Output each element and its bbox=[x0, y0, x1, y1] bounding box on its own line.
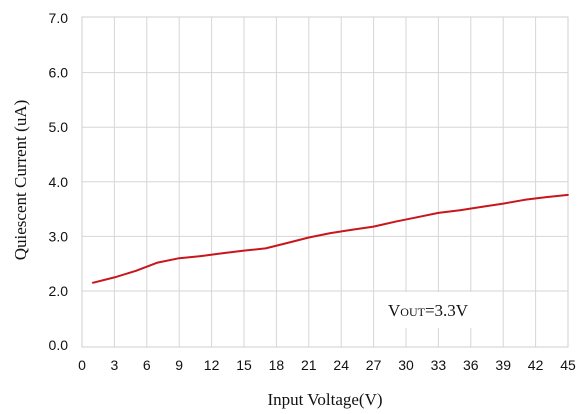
x-tick-label: 3 bbox=[111, 357, 119, 373]
data-point bbox=[502, 202, 505, 205]
x-tick-label: 18 bbox=[269, 357, 285, 373]
grid bbox=[82, 17, 568, 347]
data-point bbox=[307, 236, 310, 239]
y-tick-label: 2.0 bbox=[49, 283, 69, 299]
x-tick-label: 33 bbox=[431, 357, 447, 373]
annotation-text: VOUT=3.3V bbox=[388, 301, 469, 320]
data-point bbox=[199, 255, 202, 257]
data-point bbox=[459, 209, 461, 212]
x-tick-label: 12 bbox=[204, 357, 220, 373]
x-tick-labels: 0 3 6 9 12 15 18 21 24 27 30 33 36 39 42 45 bbox=[78, 357, 576, 373]
data-point bbox=[156, 261, 159, 264]
x-tick-label: 24 bbox=[333, 357, 349, 373]
data-point bbox=[437, 212, 440, 214]
y-tick-label: 6.0 bbox=[49, 65, 69, 81]
data-point bbox=[178, 257, 181, 260]
x-tick-label: 42 bbox=[528, 357, 544, 373]
y-axis-title: Quiescent Current (uA) bbox=[11, 100, 30, 261]
data-point bbox=[135, 269, 137, 272]
data-point bbox=[243, 249, 245, 252]
annotation-box: VOUT=3.3V bbox=[380, 292, 490, 328]
y-tick-label: 0.0 bbox=[49, 337, 69, 353]
data-point bbox=[286, 242, 289, 244]
y-tick-labels: 0.0 2.0 3.0 4.0 5.0 6.0 7.0 bbox=[49, 10, 69, 353]
data-point bbox=[480, 206, 483, 208]
x-tick-label: 9 bbox=[175, 357, 183, 373]
x-tick-label: 21 bbox=[301, 357, 317, 373]
data-point bbox=[221, 252, 224, 255]
x-tick-label: 30 bbox=[398, 357, 414, 373]
data-point bbox=[415, 216, 418, 219]
data-point bbox=[264, 247, 267, 250]
y-tick-label: 3.0 bbox=[49, 228, 69, 244]
x-tick-label: 15 bbox=[236, 357, 252, 373]
x-tick-label: 45 bbox=[560, 357, 576, 373]
data-point bbox=[329, 232, 332, 235]
data-point bbox=[567, 194, 569, 196]
data-point bbox=[523, 198, 526, 201]
x-tick-label: 27 bbox=[366, 357, 382, 373]
data-point bbox=[91, 281, 94, 284]
series-group bbox=[91, 193, 569, 284]
x-axis-title: Input Voltage(V) bbox=[267, 390, 382, 409]
data-point bbox=[394, 220, 397, 223]
x-tick-label: 36 bbox=[463, 357, 479, 373]
x-tick-label: 0 bbox=[78, 357, 86, 373]
y-tick-label: 7.0 bbox=[49, 10, 69, 26]
x-tick-label: 39 bbox=[495, 357, 511, 373]
data-point bbox=[351, 228, 353, 231]
y-tick-label: 4.0 bbox=[49, 174, 69, 190]
y-tick-label: 5.0 bbox=[49, 119, 69, 135]
data-point bbox=[545, 196, 548, 198]
data-point bbox=[113, 276, 116, 279]
data-point bbox=[372, 225, 375, 228]
x-tick-label: 6 bbox=[143, 357, 151, 373]
